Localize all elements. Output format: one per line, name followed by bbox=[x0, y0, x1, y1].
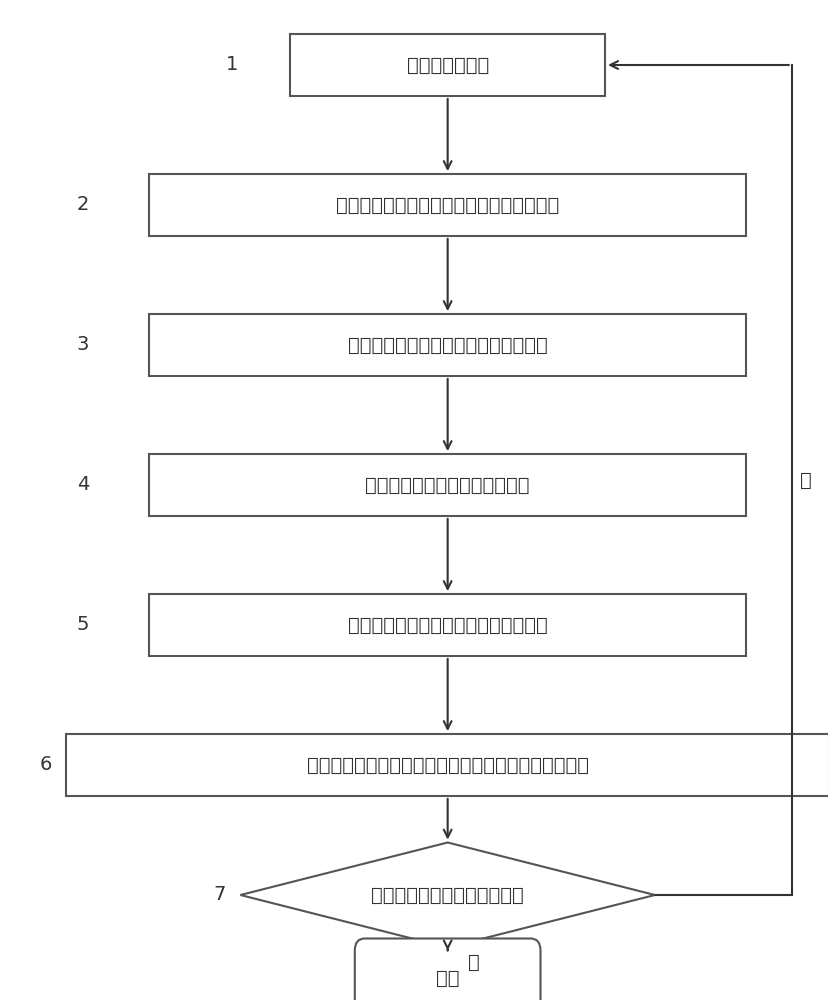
Text: 得到与椭圆弧对应的具有圆形弧面的柱状零件段的位姿: 得到与椭圆弧对应的具有圆形弧面的柱状零件段的位姿 bbox=[306, 756, 588, 774]
Text: 6: 6 bbox=[40, 756, 51, 774]
Text: 已完成整个柱状零件的测量？: 已完成整个柱状零件的测量？ bbox=[371, 886, 523, 904]
Text: 5: 5 bbox=[76, 615, 89, 635]
Text: 7: 7 bbox=[214, 886, 225, 904]
FancyBboxPatch shape bbox=[149, 174, 745, 236]
Text: 否: 否 bbox=[799, 471, 811, 489]
Text: 是: 是 bbox=[468, 952, 479, 972]
FancyBboxPatch shape bbox=[149, 594, 745, 656]
Text: 针对精筛后的每个椭圆弧进行椭圆拟合: 针对精筛后的每个椭圆弧进行椭圆拟合 bbox=[348, 615, 546, 635]
Text: 4: 4 bbox=[77, 476, 89, 494]
FancyBboxPatch shape bbox=[354, 938, 540, 1000]
FancyBboxPatch shape bbox=[149, 314, 745, 376]
Text: 采用线性激光二维测量传感器进行实时测量: 采用线性激光二维测量传感器进行实时测量 bbox=[335, 196, 559, 215]
Text: 建立二维坐标系: 建立二维坐标系 bbox=[406, 55, 489, 75]
Text: 精细筛除每个椭圆弧中的误差点: 精细筛除每个椭圆弧中的误差点 bbox=[365, 476, 529, 494]
Text: 粗略识别出位于椭圆弧上的轮廓数据点: 粗略识别出位于椭圆弧上的轮廓数据点 bbox=[348, 336, 546, 355]
Text: 1: 1 bbox=[226, 55, 238, 75]
FancyBboxPatch shape bbox=[290, 34, 604, 96]
Text: 3: 3 bbox=[77, 336, 89, 355]
FancyBboxPatch shape bbox=[149, 454, 745, 516]
Polygon shape bbox=[240, 842, 654, 948]
FancyBboxPatch shape bbox=[66, 734, 828, 796]
Text: 结束: 结束 bbox=[436, 968, 459, 988]
Text: 2: 2 bbox=[77, 196, 89, 215]
